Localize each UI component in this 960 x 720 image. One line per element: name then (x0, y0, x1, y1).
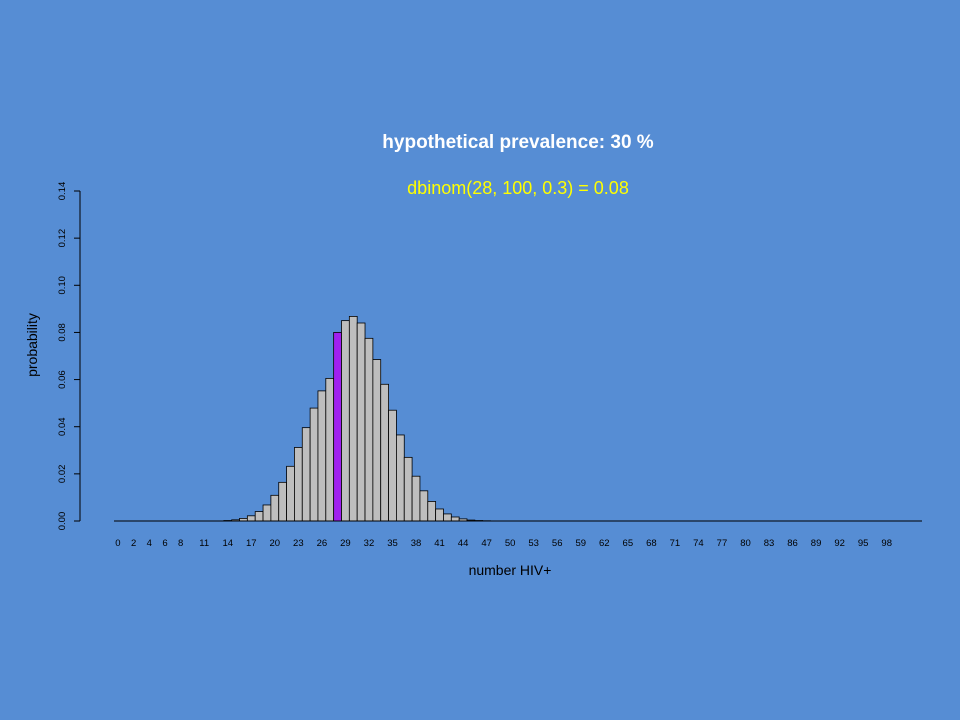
x-tick-label: 98 (881, 538, 892, 549)
bar (419, 490, 429, 522)
x-tick-label: 59 (575, 538, 586, 549)
bar (254, 511, 264, 522)
chart-subtitle: dbinom(28, 100, 0.3) = 0.08 (407, 178, 629, 198)
x-tick-label: 32 (364, 538, 375, 549)
y-tick-label: 0.02 (57, 465, 68, 484)
y-tick-label: 0.12 (57, 229, 68, 248)
y-tick-label: 0.08 (57, 323, 68, 342)
bar (286, 465, 295, 522)
x-tick-label: 53 (528, 538, 539, 549)
y-axis: 0.00 0.02 0.04 0.06 0.08 0.10 0.12 0.14 (57, 182, 81, 531)
bar (301, 427, 311, 522)
x-axis: 0 2 4 6 8 11 14 17 20 23 26 29 32 35 38 41 44 47 50 53 56 59 6… (115, 538, 892, 549)
x-tick-label: 80 (740, 538, 751, 549)
x-tick-label: 6 (162, 538, 167, 549)
x-tick-label: 11 (199, 538, 209, 549)
bar (262, 504, 272, 522)
bar (364, 337, 374, 522)
bar (294, 447, 303, 522)
y-tick-label: 0.04 (57, 417, 68, 436)
y-tick-label: 0.10 (57, 276, 68, 295)
x-tick-label: 38 (411, 538, 422, 549)
bar (380, 383, 389, 522)
x-tick-label: 77 (717, 538, 728, 549)
x-tick-label: 26 (317, 538, 328, 549)
bar (372, 359, 382, 522)
x-tick-label: 23 (293, 538, 304, 549)
x-tick-label: 95 (858, 538, 869, 549)
x-tick-label: 83 (764, 538, 775, 549)
bar (443, 513, 452, 522)
y-tick-label: 0.14 (57, 182, 68, 201)
x-tick-label: 92 (834, 538, 845, 549)
bar (278, 481, 287, 522)
highlighted-bar (333, 332, 342, 522)
bar (317, 390, 327, 522)
bar (348, 315, 358, 522)
x-tick-label: 0 (115, 538, 120, 549)
x-tick-label: 62 (599, 538, 610, 549)
x-tick-label: 14 (222, 538, 233, 549)
x-tick-label: 74 (693, 538, 704, 549)
bar (388, 409, 397, 522)
x-tick-label: 89 (811, 538, 822, 549)
y-axis-label: probability (24, 313, 40, 377)
bar (435, 508, 444, 522)
x-tick-label: 41 (434, 538, 445, 549)
x-tick-label: 86 (787, 538, 798, 549)
x-tick-label: 50 (505, 538, 516, 549)
x-tick-label: 17 (246, 538, 257, 549)
bar (427, 501, 437, 522)
bar (396, 434, 405, 522)
x-tick-label: 20 (270, 538, 281, 549)
x-tick-label: 56 (552, 538, 563, 549)
bar (341, 320, 350, 522)
bar (356, 322, 366, 522)
bar (325, 377, 335, 522)
x-tick-label: 47 (481, 538, 492, 549)
x-tick-label: 65 (623, 538, 634, 549)
bar (246, 515, 256, 522)
x-tick-label: 71 (670, 538, 681, 549)
bar (411, 475, 421, 522)
bar (270, 494, 280, 522)
x-tick-label: 44 (458, 538, 469, 549)
bar (403, 456, 413, 522)
chart-title: hypothetical prevalence: 30 % (382, 132, 653, 153)
x-axis-label: number HIV+ (469, 562, 552, 578)
x-tick-label: 8 (178, 538, 183, 549)
x-tick-label: 29 (340, 538, 351, 549)
x-tick-label: 4 (147, 538, 152, 549)
bar (309, 407, 319, 522)
y-tick-label: 0.00 (57, 512, 68, 531)
x-tick-label: 2 (131, 538, 136, 549)
y-tick-label: 0.06 (57, 370, 68, 389)
bar (450, 516, 460, 522)
x-tick-label: 68 (646, 538, 657, 549)
x-tick-label: 35 (387, 538, 398, 549)
bars (114, 315, 922, 522)
